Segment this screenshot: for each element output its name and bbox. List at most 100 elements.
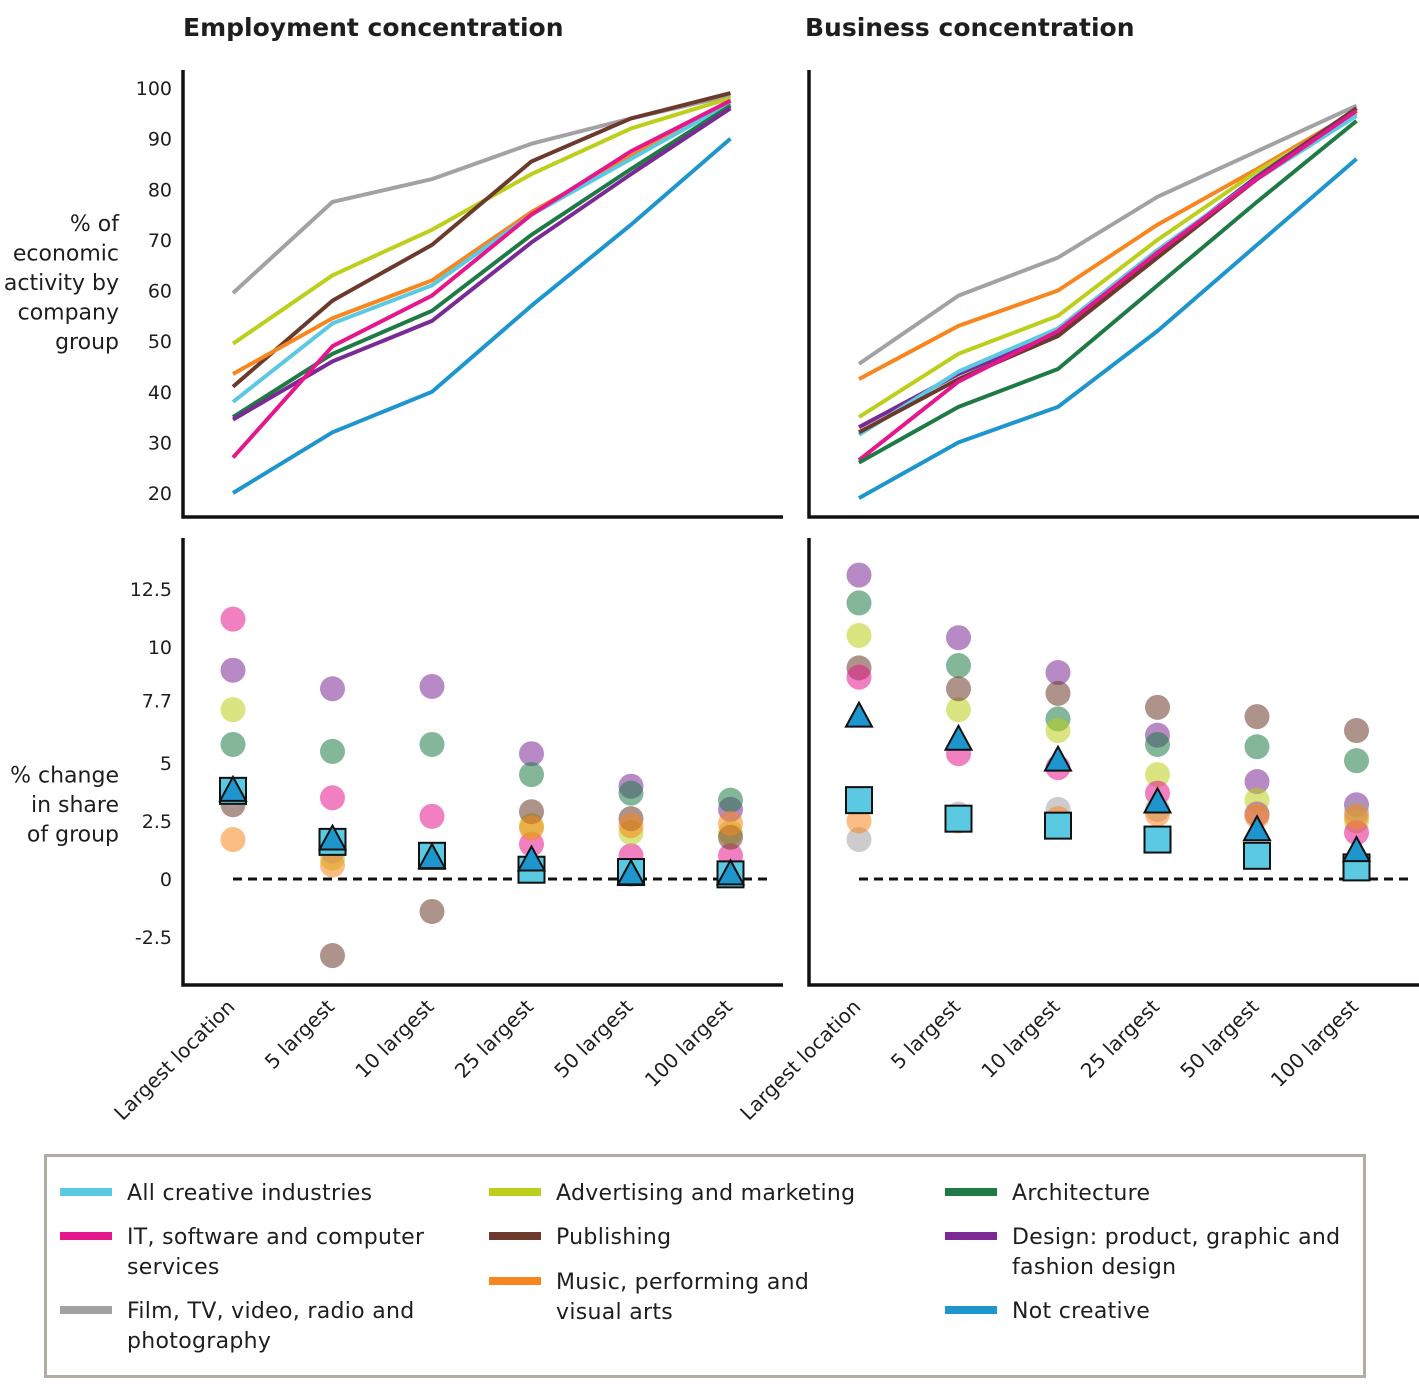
y-tick-label-40: 40 bbox=[148, 382, 172, 404]
y-tick-label-50: 50 bbox=[148, 331, 172, 353]
point-pub-2 bbox=[1045, 680, 1071, 706]
point-arch-3 bbox=[519, 762, 544, 788]
legend-swatch-adv bbox=[489, 1188, 541, 1196]
x-category-labels: Largest location 5 largest 10 largest 25 la… bbox=[109, 994, 1363, 1124]
point-arch-2 bbox=[419, 731, 445, 757]
category-label-5-largest: 5 largest bbox=[260, 994, 339, 1073]
point-music-0 bbox=[846, 808, 872, 834]
point-notcreative-3 bbox=[516, 844, 547, 872]
legend-swatch-film bbox=[60, 1306, 112, 1314]
point-arch-0 bbox=[220, 731, 246, 757]
point-all-2 bbox=[1044, 811, 1072, 840]
point-notcreative-4 bbox=[616, 858, 646, 886]
series-line-music bbox=[858, 109, 1358, 381]
series-line-film bbox=[857, 103, 1358, 366]
series-line-music bbox=[232, 98, 732, 376]
point-music-4 bbox=[618, 813, 644, 839]
point-notcreative-5 bbox=[715, 858, 746, 886]
category-label-50-largest: 50 largest bbox=[1175, 994, 1263, 1082]
point-music-1 bbox=[320, 852, 345, 878]
legend-item-all: All creative industries bbox=[60, 1179, 427, 1209]
legend-item-design: Design: product, graphic and fashion des… bbox=[945, 1223, 1352, 1283]
legend-label-film: Film, TV, video, radio and photography bbox=[127, 1299, 415, 1354]
y-tick-label-2-5: -2.5 bbox=[135, 927, 172, 949]
point-it-0 bbox=[846, 664, 872, 690]
y-tick-label-70: 70 bbox=[148, 230, 172, 252]
y-tick-label-100: 100 bbox=[136, 78, 172, 100]
point-pub-3 bbox=[1145, 694, 1170, 720]
y-tick-label-10: 10 bbox=[148, 637, 172, 659]
y-axis-label-line: group bbox=[55, 330, 119, 355]
legend-item-pub: Publishing bbox=[489, 1223, 856, 1253]
series-line-pub bbox=[231, 91, 731, 389]
series-line-adv bbox=[231, 96, 732, 346]
point-notcreative-0 bbox=[844, 700, 874, 728]
legend-swatch-pub bbox=[489, 1232, 541, 1240]
legend-item-arch: Architecture bbox=[945, 1179, 1352, 1209]
point-music-3 bbox=[519, 815, 544, 841]
legend: All creative industries IT, software and… bbox=[44, 1154, 1366, 1378]
axes bbox=[181, 70, 1419, 987]
legend-swatch-all bbox=[60, 1188, 112, 1196]
point-film-0 bbox=[846, 827, 872, 853]
series-line-notcreative bbox=[231, 137, 732, 495]
y-tick-label-60: 60 bbox=[148, 281, 172, 303]
point-notcreative-0 bbox=[218, 774, 248, 802]
point-design-0 bbox=[846, 562, 872, 588]
category-label-10-largest: 10 largest bbox=[976, 994, 1064, 1082]
point-arch-5 bbox=[1344, 748, 1369, 774]
point-notcreative-1 bbox=[943, 723, 974, 751]
point-pub-1 bbox=[320, 943, 345, 969]
series-line-arch bbox=[231, 104, 732, 419]
category-label-10-largest: 10 largest bbox=[350, 994, 438, 1082]
point-design-0 bbox=[220, 657, 246, 683]
point-design-1 bbox=[946, 625, 971, 651]
point-arch-5 bbox=[718, 787, 743, 813]
legend-item-film: Film, TV, video, radio and photography bbox=[60, 1297, 427, 1357]
category-label-25-largest: 25 largest bbox=[1076, 994, 1164, 1082]
y-axis-label-line: economic bbox=[13, 242, 119, 267]
point-arch-1 bbox=[320, 738, 345, 764]
legend-item-it: IT, software and computer services bbox=[60, 1223, 427, 1283]
axis-spine-1 bbox=[807, 70, 1419, 519]
series-line-adv bbox=[857, 111, 1358, 419]
y-tick-label-5: 5 bbox=[160, 753, 172, 775]
title-business: Business concentration bbox=[805, 13, 1135, 42]
point-design-4 bbox=[1244, 769, 1270, 795]
point-arch-1 bbox=[946, 653, 971, 679]
point-design-3 bbox=[519, 741, 544, 767]
legend-item-adv: Advertising and marketing bbox=[489, 1179, 856, 1209]
category-label-largest-location: Largest location bbox=[735, 995, 865, 1125]
point-notcreative-3 bbox=[1142, 786, 1173, 814]
legend-swatch-notcreative bbox=[945, 1306, 997, 1314]
y-tick-label-80: 80 bbox=[148, 179, 172, 201]
point-design-2 bbox=[1045, 660, 1071, 686]
point-music-5 bbox=[718, 810, 743, 836]
point-pub-4 bbox=[1244, 704, 1270, 730]
legend-swatch-design bbox=[945, 1232, 997, 1240]
category-label-100-largest: 100 largest bbox=[1266, 994, 1363, 1091]
category-label-25-largest: 25 largest bbox=[450, 994, 538, 1082]
point-notcreative-5 bbox=[1341, 835, 1372, 863]
point-adv-2 bbox=[1045, 718, 1071, 744]
legend-swatch-music bbox=[489, 1277, 541, 1285]
point-design-2 bbox=[419, 673, 445, 699]
y-tick-label-90: 90 bbox=[148, 129, 172, 151]
point-all-4 bbox=[1243, 841, 1271, 870]
y-tick-label-20: 20 bbox=[148, 483, 172, 505]
point-adv-0 bbox=[220, 697, 246, 723]
category-label-5-largest: 5 largest bbox=[886, 994, 965, 1073]
y-axis-label-change: % change in share of group bbox=[10, 764, 119, 848]
legend-swatch-it bbox=[60, 1232, 112, 1240]
point-notcreative-2 bbox=[417, 842, 447, 870]
point-all-0 bbox=[845, 786, 873, 815]
line-series bbox=[231, 91, 1358, 500]
point-arch-4 bbox=[1244, 734, 1270, 760]
point-adv-0 bbox=[846, 622, 872, 648]
category-label-100-largest: 100 largest bbox=[640, 994, 737, 1091]
y-tick-label-12-5: 12.5 bbox=[130, 579, 172, 601]
y-axis-label-line: % change bbox=[10, 764, 119, 789]
y-axis-label-line: company bbox=[18, 301, 119, 326]
legend-label-it: IT, software and computer services bbox=[127, 1225, 425, 1280]
point-pub-5 bbox=[1344, 718, 1369, 744]
